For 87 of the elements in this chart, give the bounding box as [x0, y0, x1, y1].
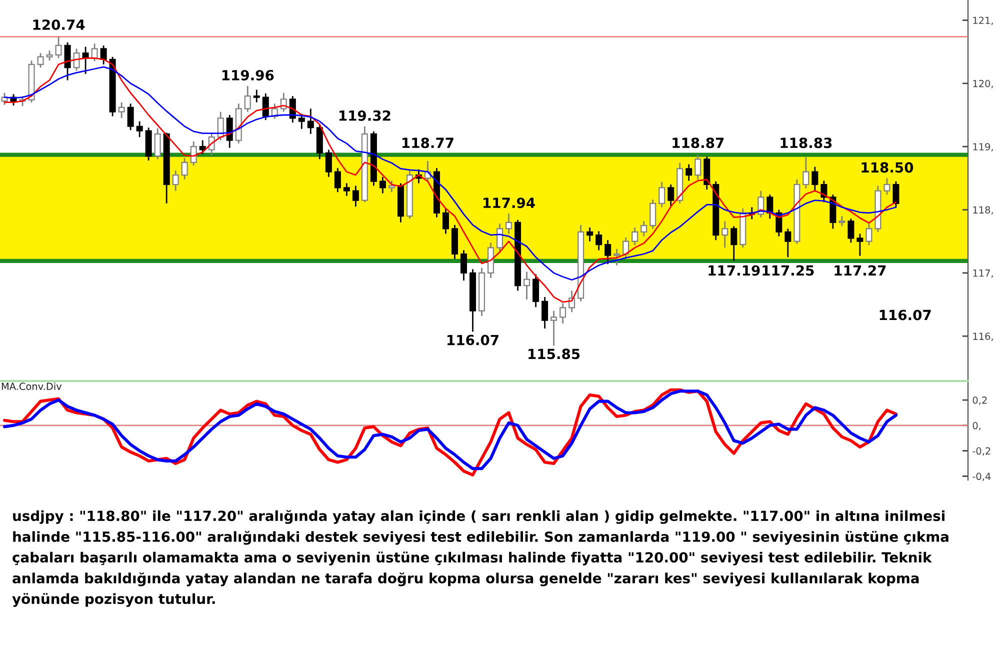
candlestick	[154, 128, 161, 160]
y-tick-label: 117,	[973, 270, 993, 278]
candlestick	[812, 166, 818, 192]
candlestick	[596, 230, 602, 251]
candlestick	[244, 85, 251, 113]
y-tick-label: -0,2	[972, 447, 990, 456]
y-tick-label: 120,	[973, 80, 993, 88]
candlestick	[550, 310, 558, 346]
candlestick	[586, 226, 594, 242]
candlestick	[640, 220, 648, 238]
candlestick	[334, 167, 341, 193]
candlestick	[226, 114, 233, 149]
candlestick	[442, 208, 449, 234]
annotation: 119.32	[339, 110, 390, 121]
annotation: 118.83	[780, 138, 832, 148]
candlestick	[496, 222, 504, 252]
candlestick	[46, 50, 53, 62]
candlestick	[686, 164, 692, 182]
candlestick	[632, 226, 638, 246]
y-tick-label: 119,	[973, 143, 993, 152]
candlestick	[722, 220, 728, 248]
candlestick	[343, 182, 350, 197]
candlestick	[802, 156, 810, 189]
candlestick	[866, 222, 872, 246]
candlestick	[352, 185, 359, 208]
candlestick	[127, 102, 134, 131]
candlestick	[253, 89, 260, 104]
candlestick	[784, 228, 792, 258]
candlestick	[100, 44, 107, 66]
chart-title: MA.Conv.Div	[2, 382, 62, 390]
candlestick	[730, 226, 738, 262]
annotation: 117.94	[484, 198, 535, 208]
candlestick	[856, 233, 864, 257]
candlestick	[73, 48, 80, 72]
candlestick	[181, 157, 188, 180]
y-tick-label: 118,	[973, 206, 993, 215]
candlestick	[658, 181, 666, 208]
candlestick	[848, 218, 854, 244]
y-tick-label: 121,	[973, 16, 993, 26]
candlestick	[838, 215, 846, 227]
annotation: 120.74	[33, 19, 85, 30]
annotation: 119.96	[222, 70, 274, 80]
candlestick	[199, 140, 206, 155]
candlestick	[118, 102, 125, 119]
candlestick	[532, 274, 540, 308]
candlestick	[55, 36, 62, 59]
candlestick	[542, 296, 548, 330]
candlestick	[190, 140, 197, 166]
candlestick	[172, 170, 179, 192]
candlestick	[298, 113, 305, 130]
candlestick	[379, 176, 386, 194]
candlestick	[388, 180, 395, 193]
candlestick	[614, 248, 620, 266]
annotation: 117.25	[762, 265, 814, 276]
candlestick	[460, 250, 467, 282]
candlestick	[506, 212, 512, 234]
annotation: 118.87	[672, 138, 724, 148]
annotation: 117.19	[708, 265, 760, 276]
candlestick	[307, 108, 314, 135]
candlestick	[622, 236, 630, 258]
y-tick-label: 116,	[973, 332, 993, 341]
text: usdjpy : "118.80" ile "117.20" aralığında yatay alan içinde ( sarı renkli alan ) gidip gelmekte. "117.00" in altına inilmesi halinde "115.85-116.00" aralığındaki destek seviyesi test edilebilir. Son zamanlarda "119.00 " seviyesinin üstüne çıkma çabaları başarılı olamamakta ama o seviyenin üstüne çıkılması halinde fiyatta "120.00" seviyesi test edilebilir. Teknik anlamda bakıldığında yatay alandan ne tarafa doğru kopma olursa genelde "zararı kes" seviyesi kullanılarak kopma yönünde pozisyon tutulur.	[12, 510, 948, 607]
annotation: 116.07	[448, 334, 498, 346]
candlestick	[604, 239, 612, 265]
candlestick	[1, 92, 8, 106]
candlestick	[262, 92, 269, 121]
candlestick	[524, 270, 530, 300]
annotation: 118.50	[862, 162, 914, 173]
candlestick	[892, 180, 900, 208]
y-tick-label: 0,2	[972, 396, 987, 405]
candlestick	[136, 120, 143, 138]
annotation: 115.85	[528, 348, 580, 360]
annotation: 118.77	[402, 138, 454, 148]
candlestick	[91, 42, 98, 62]
candlestick	[668, 184, 674, 207]
candlestick	[64, 42, 71, 81]
candlestick	[694, 154, 702, 180]
annotation: 117.27	[834, 265, 886, 276]
y-tick-label: -0,4	[972, 472, 991, 482]
candlestick	[884, 177, 890, 196]
candlestick	[568, 290, 576, 313]
annotation: 116.07	[880, 310, 931, 320]
y-tick-label: 0,	[972, 422, 980, 430]
candlestick	[37, 52, 44, 68]
candlestick	[650, 198, 656, 230]
candlestick	[560, 302, 566, 324]
candlestick	[325, 149, 332, 178]
